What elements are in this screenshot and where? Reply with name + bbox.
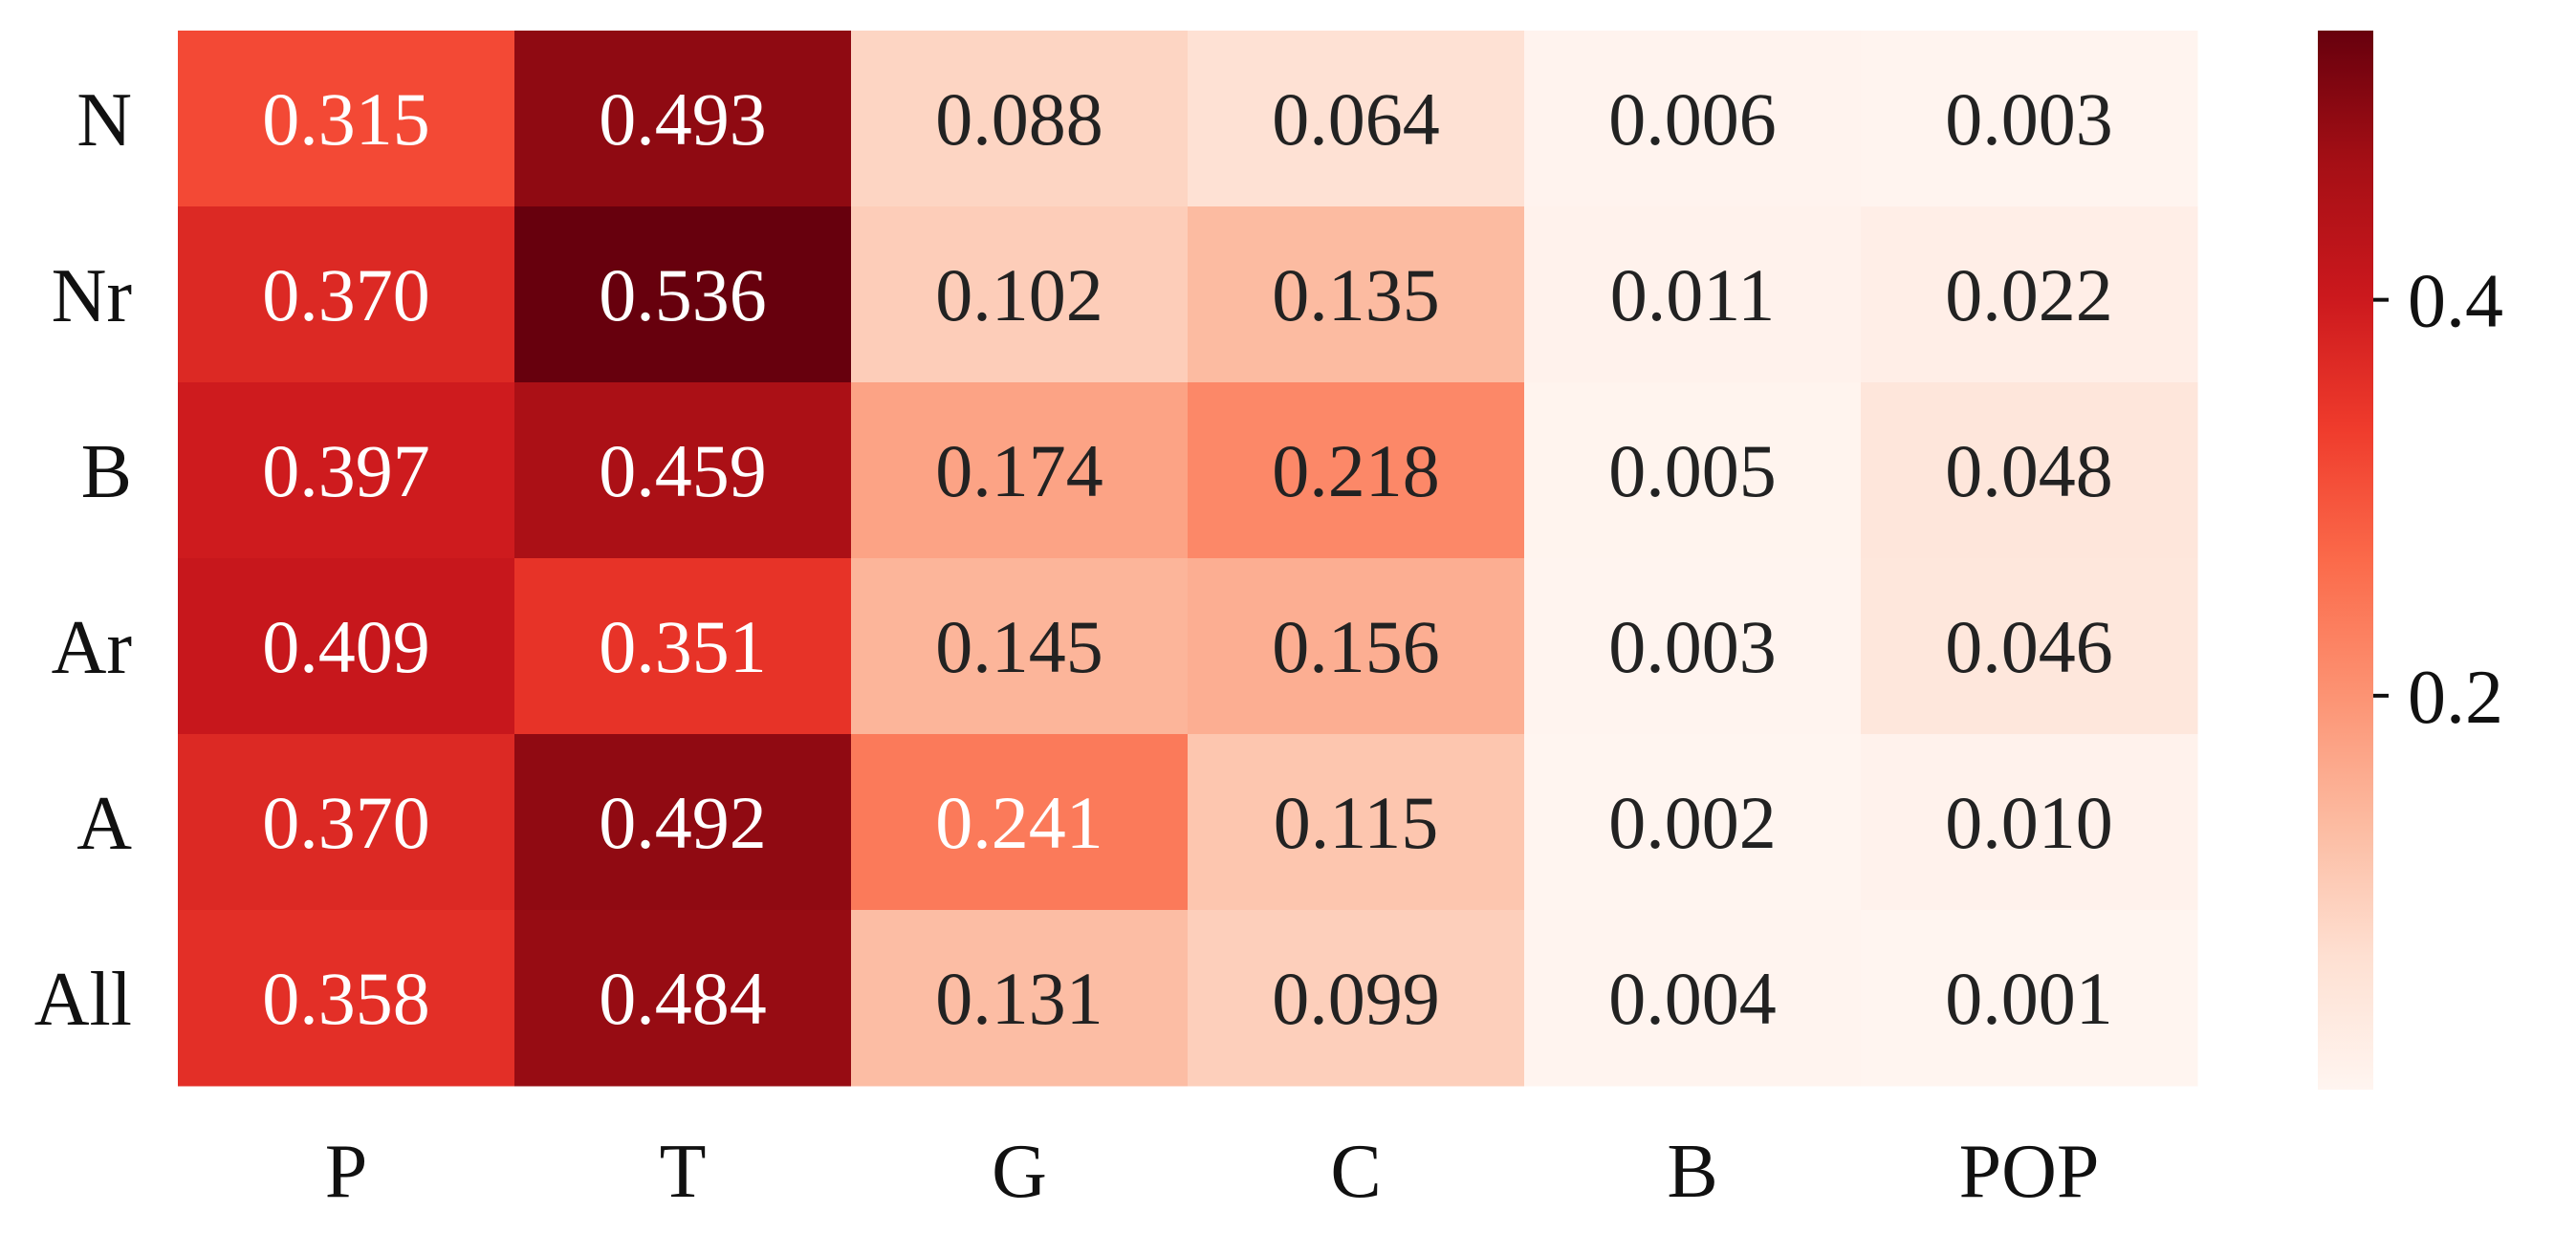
cell-value-label: 0.131 — [935, 957, 1103, 1040]
heatmap-cell — [851, 382, 1189, 559]
cell-value-label: 0.064 — [1272, 77, 1440, 161]
heatmap-cell — [851, 206, 1189, 383]
heatmap-cell — [514, 382, 852, 559]
cell-value-label: 0.492 — [599, 781, 767, 864]
cell-value-label: 0.011 — [1610, 253, 1776, 336]
heatmap-cell — [1524, 382, 1862, 559]
heatmap-cell — [1188, 910, 1525, 1087]
column-tick-label: T — [660, 1130, 707, 1214]
cell-value-label: 0.315 — [262, 77, 430, 161]
cell-value-label: 0.156 — [1272, 605, 1440, 688]
cell-value-label: 0.174 — [935, 429, 1103, 512]
cell-value-label: 0.088 — [935, 77, 1103, 161]
cell-value-label: 0.241 — [935, 781, 1103, 864]
column-tick-label: G — [992, 1130, 1047, 1214]
cell-value-label: 0.135 — [1272, 253, 1440, 336]
cell-value-label: 0.048 — [1945, 429, 2113, 512]
heatmap-cell — [178, 382, 515, 559]
heatmap-cell — [514, 558, 852, 735]
cell-value-label: 0.493 — [599, 77, 767, 161]
row-tick-label: All — [34, 958, 132, 1042]
cell-value-label: 0.002 — [1608, 781, 1777, 864]
column-tick-label: B — [1667, 1130, 1717, 1214]
heatmap-cells: 0.315 0.493 0.088 0.064 0.006 0.003 0.370 0.536… — [178, 31, 2198, 1087]
cell-value-label: 0.370 — [262, 253, 430, 336]
cell-value-label: 0.218 — [1272, 429, 1440, 512]
heatmap-cell — [1861, 31, 2198, 207]
heatmap-cell — [1861, 734, 2198, 911]
cell-value-label: 0.004 — [1608, 957, 1777, 1040]
row-tick-label: N — [76, 78, 132, 162]
heatmap-cell — [178, 910, 515, 1087]
heatmap-cell — [1188, 734, 1525, 911]
cell-value-label: 0.536 — [599, 253, 767, 336]
cell-value-label: 0.397 — [262, 429, 430, 512]
colorbar-scale — [2318, 31, 2373, 1090]
cell-value-label: 0.459 — [599, 429, 767, 512]
heatmap-cell — [851, 910, 1189, 1087]
colorbar: 0.2 0.4 — [2318, 31, 2503, 1090]
heatmap-cell — [514, 734, 852, 911]
row-tick-label: A — [76, 782, 132, 866]
heatmap-cell — [1524, 558, 1862, 735]
heatmap-cell — [178, 734, 515, 911]
heatmap-cell — [1861, 382, 2198, 559]
colorbar-tick-label: 0.2 — [2408, 656, 2503, 740]
heatmap-cell — [1524, 206, 1862, 383]
column-tick-label: C — [1330, 1130, 1381, 1214]
heatmap-cell — [1188, 558, 1525, 735]
heatmap-cell — [1188, 382, 1525, 559]
heatmap-cell — [851, 734, 1189, 911]
heatmap-cell — [1861, 910, 2198, 1087]
row-tick-label: Ar — [52, 606, 132, 690]
heatmap-cell — [851, 31, 1189, 207]
heatmap-cell — [178, 31, 515, 207]
cell-value-label: 0.351 — [599, 605, 767, 688]
heatmap-cell — [178, 206, 515, 383]
column-tick-label: POP — [1959, 1130, 2100, 1214]
cell-value-label: 0.370 — [262, 781, 430, 864]
cell-value-label: 0.409 — [262, 605, 430, 688]
heatmap-cell — [514, 206, 852, 383]
heatmap-cell — [1861, 206, 2198, 383]
cell-value-label: 0.102 — [935, 253, 1103, 336]
cell-value-label: 0.358 — [262, 957, 430, 1040]
cell-value-label: 0.003 — [1608, 605, 1777, 688]
row-tick-label: B — [81, 430, 132, 514]
cell-value-label: 0.005 — [1608, 429, 1777, 512]
heatmap-cell — [1524, 734, 1862, 911]
heatmap-cell — [1524, 910, 1862, 1087]
heatmap-cell — [1524, 31, 1862, 207]
heatmap-cell — [1188, 206, 1525, 383]
cell-value-label: 0.006 — [1608, 77, 1777, 161]
heatmap-cell — [1188, 31, 1525, 207]
cell-value-label: 0.115 — [1274, 781, 1439, 864]
cell-value-label: 0.022 — [1945, 253, 2113, 336]
cell-value-label: 0.099 — [1272, 957, 1440, 1040]
heatmap-cell — [178, 558, 515, 735]
column-labels: P T G C B POP — [325, 1130, 2100, 1214]
row-tick-label: Nr — [52, 254, 132, 338]
colorbar-tick-label: 0.4 — [2408, 260, 2503, 344]
cell-value-label: 0.145 — [935, 605, 1103, 688]
row-labels: N Nr B Ar A All — [34, 78, 132, 1042]
cell-value-label: 0.003 — [1945, 77, 2113, 161]
column-tick-label: P — [325, 1130, 368, 1214]
cell-value-label: 0.484 — [599, 957, 767, 1040]
heatmap-cell — [1861, 558, 2198, 735]
cell-value-label: 0.001 — [1945, 957, 2113, 1040]
cell-value-label: 0.046 — [1945, 605, 2113, 688]
cell-value-label: 0.010 — [1945, 781, 2113, 864]
heatmap-cell — [514, 910, 852, 1087]
heatmap-cell — [514, 31, 852, 207]
heatmap-cell — [851, 558, 1189, 735]
